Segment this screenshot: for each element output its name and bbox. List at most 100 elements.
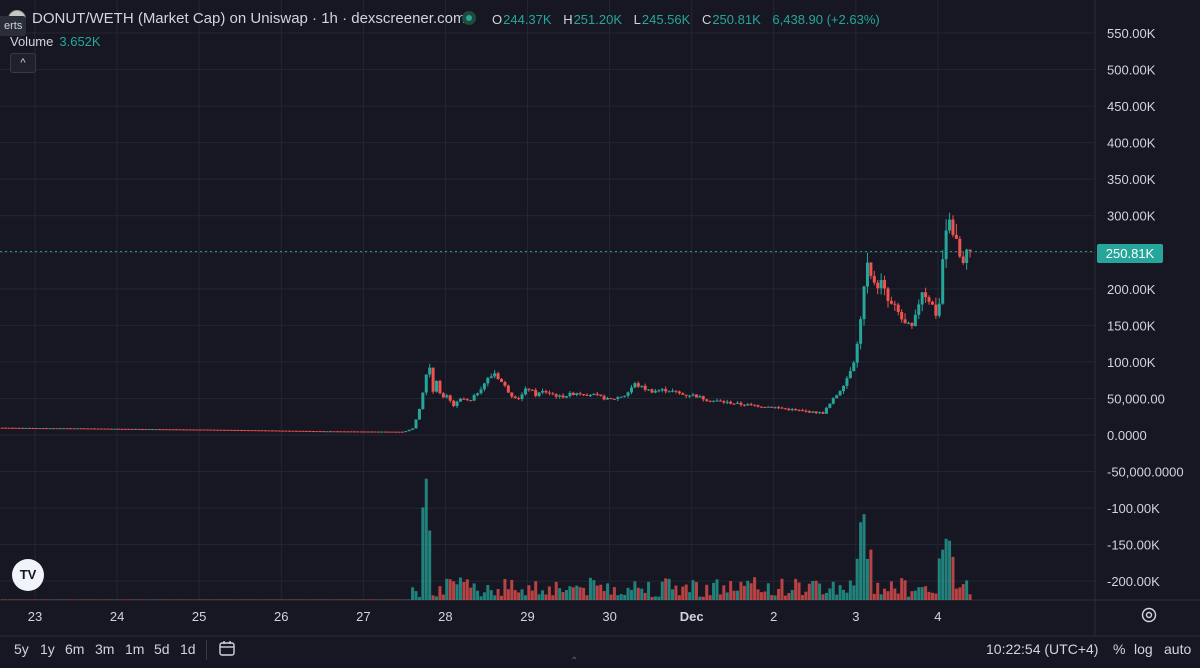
candle-body xyxy=(920,292,924,305)
candle-body xyxy=(869,262,873,276)
volume-bar xyxy=(99,599,103,600)
price-axis[interactable]: 550.00K 500.00K 450.00K 400.00K 350.00K 300.0… xyxy=(1107,26,1184,589)
candle-body xyxy=(414,419,418,429)
volume-bar xyxy=(264,599,268,600)
candle-body xyxy=(431,367,435,392)
candle-body xyxy=(287,430,291,432)
candle-body xyxy=(103,428,107,430)
range-1d-button[interactable]: 1d xyxy=(180,641,196,657)
volume-bar xyxy=(48,599,52,600)
x-tick-label: 3 xyxy=(852,609,859,624)
gear-icon[interactable] xyxy=(1140,606,1158,624)
volume-bar xyxy=(209,599,213,600)
candle-body xyxy=(941,259,945,304)
candle-body xyxy=(893,303,897,305)
volume-bar xyxy=(691,580,695,600)
volume-bar xyxy=(954,588,958,600)
candle-body xyxy=(660,389,664,391)
candle-body xyxy=(712,400,716,402)
collapse-legend-button[interactable]: ^ xyxy=(10,53,36,73)
volume-bar xyxy=(735,590,739,600)
range-3m-button[interactable]: 3m xyxy=(95,641,115,657)
volume-bar xyxy=(161,599,165,600)
candle-body xyxy=(568,392,572,397)
volume-bar xyxy=(616,595,620,600)
candle-body xyxy=(110,428,114,430)
log-toggle[interactable]: log xyxy=(1134,641,1153,657)
alerts-tab[interactable]: erts xyxy=(0,16,27,36)
candle-body xyxy=(212,429,216,431)
time-readout[interactable]: 10:22:54 (UTC+4) xyxy=(986,641,1099,657)
candle-body xyxy=(930,301,934,305)
candle-body xyxy=(681,393,685,395)
volume-bar xyxy=(681,586,685,600)
y-tick-label: 350.00K xyxy=(1107,172,1156,187)
close-value: 250.81K xyxy=(712,12,761,27)
range-5d-button[interactable]: 5d xyxy=(154,641,170,657)
volume-bar xyxy=(185,599,189,600)
candle-body xyxy=(86,428,90,430)
candle-body xyxy=(445,395,449,398)
volume-bar xyxy=(103,599,107,600)
volume-bar xyxy=(270,599,274,600)
high-label: H xyxy=(563,12,573,27)
candle-body xyxy=(465,399,469,401)
x-tick-label: Dec xyxy=(680,609,704,624)
candle-body xyxy=(657,390,661,392)
volume-bar xyxy=(325,599,329,600)
auto-toggle[interactable]: auto xyxy=(1164,641,1192,657)
volume-bar xyxy=(828,588,832,600)
volume-bar xyxy=(807,583,811,600)
candle-body xyxy=(547,392,551,394)
volume-bar xyxy=(889,581,893,600)
volume-bar xyxy=(445,578,449,600)
candle-body xyxy=(233,429,237,431)
y-tick-label: -150.00K xyxy=(1107,538,1160,553)
candle-body xyxy=(96,428,100,430)
volume-bar xyxy=(339,599,343,600)
volume-bar xyxy=(664,578,668,600)
candle-body xyxy=(75,428,79,430)
range-5y-button[interactable]: 5y xyxy=(14,641,29,657)
candle-body xyxy=(797,409,801,411)
y-tick-label: 450.00K xyxy=(1107,99,1156,114)
candle-body xyxy=(58,428,62,430)
resize-handle-icon[interactable]: ⌃ xyxy=(570,656,579,667)
candle-body xyxy=(335,431,339,433)
volume-bar xyxy=(134,599,138,600)
volume-bar xyxy=(188,599,192,600)
volume-bar xyxy=(24,599,28,600)
calendar-icon[interactable] xyxy=(218,639,236,657)
candle-body xyxy=(407,429,411,432)
volume-bar xyxy=(277,599,281,600)
volume-bar xyxy=(496,588,500,600)
volume-bar xyxy=(506,589,510,600)
volume-bar xyxy=(684,584,688,600)
candle-body xyxy=(948,219,952,231)
time-axis[interactable]: 23 24 25 26 27 28 29 30 Dec 2 3 4 xyxy=(28,609,942,624)
volume-bar xyxy=(578,587,582,600)
candle-body xyxy=(506,385,510,393)
candle-body xyxy=(965,249,969,263)
candle-body xyxy=(653,390,657,393)
candle-body xyxy=(780,407,784,409)
volume-bar xyxy=(886,591,890,600)
candle-body xyxy=(520,394,524,399)
tradingview-logo-icon[interactable]: TV xyxy=(12,559,44,591)
volume-bar xyxy=(376,599,380,600)
range-6m-button[interactable]: 6m xyxy=(65,641,85,657)
range-1y-button[interactable]: 1y xyxy=(40,641,55,657)
volume-bar xyxy=(694,582,698,600)
percent-toggle[interactable]: % xyxy=(1113,641,1126,657)
candle-body xyxy=(199,429,203,431)
volume-bar xyxy=(500,595,504,600)
candle-body xyxy=(790,409,794,411)
candle-body xyxy=(219,429,223,431)
candle-body xyxy=(835,395,839,399)
candle-body xyxy=(421,392,425,409)
range-1m-button[interactable]: 1m xyxy=(125,641,145,657)
candle-body xyxy=(390,431,394,433)
volume-bar xyxy=(431,595,435,600)
candle-body xyxy=(311,431,315,433)
